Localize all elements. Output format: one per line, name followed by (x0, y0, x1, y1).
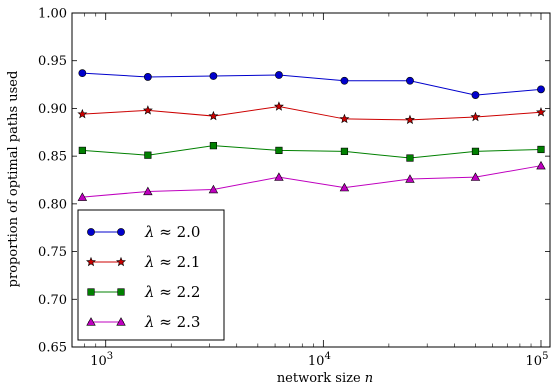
data-point (87, 228, 95, 236)
data-point (471, 147, 480, 155)
x-axis-label: network size n (277, 371, 373, 386)
data-point (405, 174, 415, 183)
legend-label: λ ≈ 2.1 (144, 253, 200, 271)
plot-frame (71, 12, 551, 348)
legend: λ ≈ 2.0 λ ≈ 2.1 λ ≈ 2.2 λ ≈ 2.3 (77, 209, 225, 341)
y-tick-label: 0.65 (38, 341, 67, 356)
data-point (208, 184, 219, 194)
data-point (537, 145, 545, 154)
legend-label: λ ≈ 2.0 (144, 223, 200, 241)
data-point (87, 288, 95, 296)
series-line (82, 165, 542, 198)
data-point (274, 172, 284, 181)
data-point (340, 76, 349, 85)
data-point (117, 288, 125, 296)
series (78, 69, 545, 99)
legend-item: λ ≈ 2.0 (87, 223, 200, 241)
data-point (536, 107, 546, 117)
legend-item: λ ≈ 2.1 (86, 253, 200, 271)
data-point (86, 256, 96, 267)
data-point (86, 317, 96, 326)
data-point (116, 317, 126, 326)
data-point (143, 186, 153, 196)
data-point (142, 105, 153, 115)
series (78, 142, 545, 162)
data-point (273, 101, 284, 111)
data-point (78, 69, 87, 78)
series (77, 101, 546, 125)
legend-label: λ ≈ 2.2 (144, 283, 200, 301)
y-tick-label: 1.00 (38, 7, 67, 22)
series-line (82, 106, 542, 121)
y-tick-label: 0.75 (38, 245, 67, 260)
data-point (471, 91, 480, 99)
y-tick-label: 0.85 (38, 150, 67, 165)
x-tick-label: 105 (526, 351, 549, 369)
series (77, 160, 546, 201)
y-tick-label: 0.95 (38, 54, 67, 69)
data-point (404, 114, 415, 125)
data-point (275, 146, 283, 155)
data-point (78, 146, 86, 155)
x-tick-label: 104 (308, 351, 331, 369)
data-point (406, 154, 414, 162)
y-tick-label: 0.90 (38, 102, 67, 117)
legend-label: λ ≈ 2.3 (144, 313, 200, 331)
plot-area (71, 12, 551, 348)
data-point (116, 256, 126, 267)
y-tick-label: 0.70 (38, 293, 67, 308)
data-point (339, 182, 350, 192)
data-point (143, 73, 152, 81)
legend-item: λ ≈ 2.2 (87, 283, 200, 301)
data-point (470, 111, 481, 122)
data-point (77, 192, 88, 201)
data-point (340, 147, 349, 155)
data-point (536, 160, 546, 170)
legend-item: λ ≈ 2.3 (86, 313, 200, 331)
data-point (470, 172, 481, 181)
data-point (537, 85, 545, 94)
axis-ticks: 0.65 0.70 0.75 0.80 0.85 0.90 0.95 1.00 103 104 10… (38, 7, 550, 369)
y-tick-label: 0.80 (38, 197, 67, 212)
data-point (339, 113, 350, 124)
data-point (406, 76, 414, 85)
data-point (208, 110, 219, 121)
data-point (275, 71, 283, 79)
series-line (82, 145, 542, 159)
series-line (82, 72, 542, 96)
data-point (209, 72, 218, 80)
data-point (117, 228, 125, 236)
y-axis-label: proportion of optimal paths used (6, 71, 21, 288)
data-point (144, 151, 152, 159)
data-point (209, 142, 218, 150)
x-tick-label: 103 (90, 351, 113, 369)
data-point (77, 108, 88, 119)
